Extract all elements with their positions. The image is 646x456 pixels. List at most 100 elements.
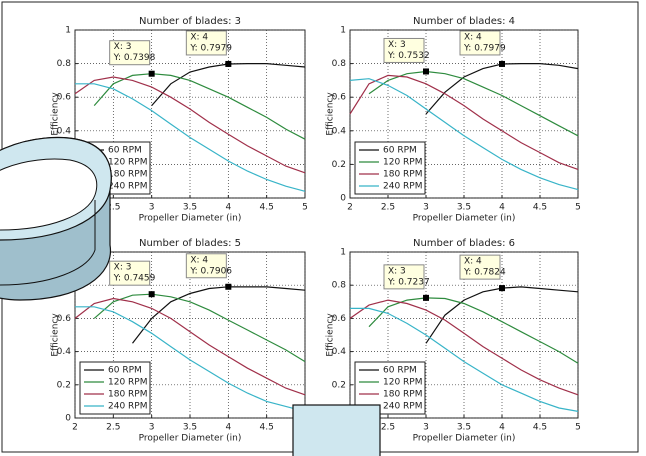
x-tick-label: 3 <box>149 423 155 433</box>
x-tick-label: 2 <box>72 423 78 433</box>
x-tick-label: 2.5 <box>106 203 120 213</box>
x-tick-label: 5 <box>302 203 308 213</box>
legend-label: 240 RPM <box>383 402 423 412</box>
datatip-marker <box>499 60 505 67</box>
y-axis-label: Efficiency <box>51 92 61 136</box>
y-tick-label: 0.2 <box>332 160 346 170</box>
datatip-text: X: 3 <box>388 40 406 50</box>
x-tick-label: 4.5 <box>260 203 274 213</box>
series-line <box>74 76 306 174</box>
y-tick-label: 0 <box>65 414 71 424</box>
y-axis-label: Efficiency <box>51 313 61 357</box>
legend-label: 60 RPM <box>108 146 142 156</box>
x-tick-label: 4 <box>225 203 231 213</box>
y-tick-label: 0.4 <box>57 347 72 357</box>
x-tick-label: 2.5 <box>106 423 120 433</box>
x-tick-label: 4 <box>225 423 231 433</box>
y-axis-label: Efficiency <box>326 313 336 357</box>
x-tick-label: 3 <box>423 203 429 213</box>
x-axis-label: Propeller Diameter (in) <box>139 434 242 444</box>
x-tick-label: 3.5 <box>457 423 471 433</box>
x-tick-label: 2.5 <box>381 423 395 433</box>
datatip-text: X: 4 <box>464 257 482 267</box>
series-line <box>75 83 306 192</box>
legend-label: 60 RPM <box>108 366 142 376</box>
y-tick-label: 1 <box>340 26 346 36</box>
datatip-marker <box>225 283 232 290</box>
datatip-marker <box>148 291 155 298</box>
x-tick-label: 3.5 <box>457 203 471 213</box>
legend-label: 180 RPM <box>383 170 423 180</box>
plots: 2 2.5 3 3.5 4 4.5 5 0 0.2 0.4 0.6 0.8 1 Number of bla… <box>51 16 581 444</box>
x-tick-label: 4 <box>499 203 505 213</box>
datatip-text: X: 3 <box>114 263 132 273</box>
datatip-box <box>459 254 501 280</box>
legend-label: 240 RPM <box>108 182 148 192</box>
ring-edge <box>0 200 96 286</box>
y-tick-label: 0.8 <box>332 59 347 69</box>
datatip-text: Y: 0.7398 <box>113 53 156 63</box>
datatip-text: Y: 0.7979 <box>189 43 232 53</box>
y-tick-label: 0.8 <box>57 59 72 69</box>
series-line <box>349 299 579 396</box>
x-tick-label: 4 <box>499 423 505 433</box>
y-tick-label: 1 <box>340 248 346 258</box>
datatip-text: X: 4 <box>464 32 482 42</box>
x-tick-label: 5 <box>575 203 581 213</box>
datatip-box <box>383 264 425 290</box>
datatip-box <box>109 40 151 66</box>
legend-label: 60 RPM <box>383 146 417 156</box>
datatip-marker <box>423 294 429 301</box>
y-tick-label: 0.4 <box>332 126 347 136</box>
y-axis-label: Efficiency <box>326 92 336 136</box>
datatip-text: Y: 0.7459 <box>113 274 156 284</box>
y-tick-label: 0.2 <box>57 380 71 390</box>
series-line <box>93 73 306 140</box>
datatip-box <box>185 30 227 56</box>
x-tick-label: 2 <box>347 203 353 213</box>
y-tick-label: 1 <box>65 26 71 36</box>
y-tick-label: 0.8 <box>332 281 347 291</box>
legend-label: 60 RPM <box>383 366 417 376</box>
x-tick-label: 3.5 <box>183 423 197 433</box>
legend-label: 240 RPM <box>108 402 148 412</box>
legend-label: 120 RPM <box>383 378 423 388</box>
datatip-text: Y: 0.7979 <box>463 43 506 53</box>
x-axis-label: Propeller Diameter (in) <box>413 214 516 224</box>
y-tick-label: 0.2 <box>332 380 346 390</box>
y-tick-label: 0.4 <box>57 126 72 136</box>
datatip-box <box>383 37 425 63</box>
x-axis-label: Propeller Diameter (in) <box>139 214 242 224</box>
ring-hole <box>0 158 98 231</box>
y-tick-label: 0.6 <box>57 93 72 103</box>
series-line <box>368 70 579 137</box>
y-tick-label: 0.6 <box>332 93 347 103</box>
datatip-text: X: 3 <box>388 266 406 276</box>
datatip-box <box>185 253 227 279</box>
x-tick-label: 3.5 <box>183 203 197 213</box>
y-tick-label: 0 <box>340 194 346 204</box>
series-line <box>75 306 306 412</box>
x-tick-label: 4.5 <box>533 203 547 213</box>
x-tick-label: 3 <box>149 203 155 213</box>
datatip-text: Y: 0.7906 <box>189 266 232 276</box>
y-tick-label: 0.6 <box>332 314 347 324</box>
datatip-marker <box>499 285 505 292</box>
datatip-text: X: 3 <box>114 42 132 52</box>
series-line <box>368 297 579 364</box>
x-tick-label: 4.5 <box>260 423 274 433</box>
chart-title: Number of blades: 3 <box>139 16 241 27</box>
series-line <box>349 74 579 170</box>
chart-title: Number of blades: 5 <box>139 238 241 249</box>
datatip-text: Y: 0.7532 <box>387 51 430 61</box>
series-line <box>349 78 579 191</box>
legend-label: 120 RPM <box>108 378 148 388</box>
legend-label: 120 RPM <box>108 158 148 168</box>
legend-label: 180 RPM <box>108 170 148 180</box>
datatip-marker <box>225 60 232 67</box>
